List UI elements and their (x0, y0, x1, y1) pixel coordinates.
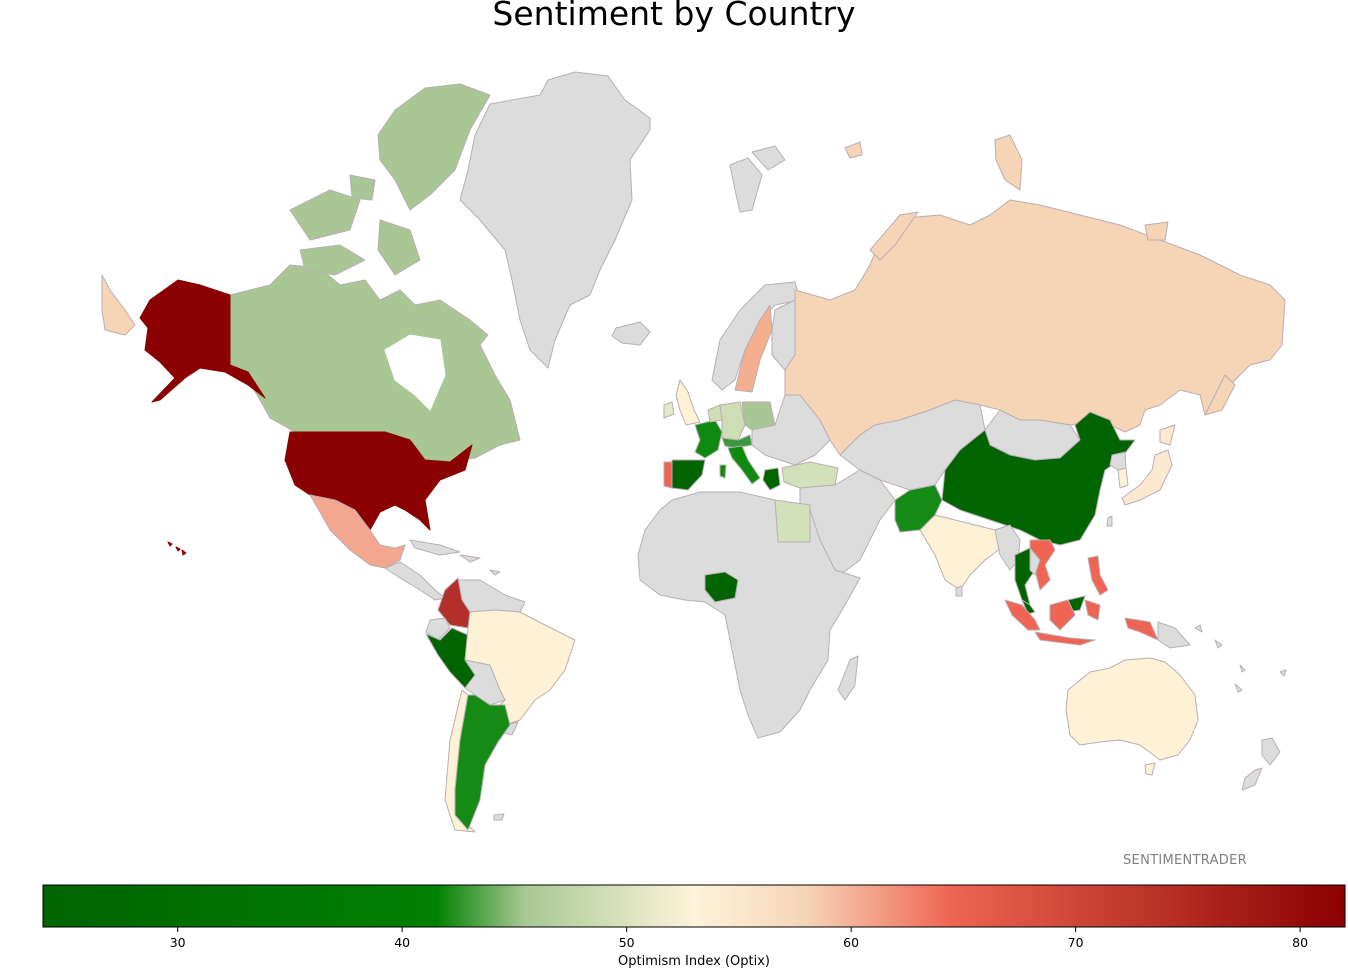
country-north-korea[interactable] (1109, 451, 1127, 471)
country-mexico[interactable] (309, 494, 406, 569)
state-hawaii[interactable] (167, 541, 187, 556)
country-taiwan[interactable] (1106, 515, 1113, 527)
country-norway[interactable] (711, 281, 801, 391)
colorbar-gradient (42, 884, 1346, 928)
country-portugal[interactable] (663, 461, 673, 489)
australia-tasmania[interactable] (1144, 762, 1156, 776)
region-africa[interactable] (637, 491, 861, 739)
hudson-bay (384, 334, 446, 411)
country-india[interactable] (919, 514, 1011, 591)
country-ecuador[interactable] (425, 617, 451, 641)
country-france[interactable] (694, 419, 723, 459)
country-germany[interactable] (719, 401, 746, 441)
region-eastern-europe[interactable] (751, 394, 831, 466)
country-madagascar[interactable] (837, 655, 859, 701)
country-philippines[interactable] (1087, 555, 1109, 596)
colorbar-tick-label-70: 70 (1068, 935, 1084, 950)
country-greenland[interactable] (459, 71, 651, 369)
russia-novaya-zemlya[interactable] (844, 134, 1169, 261)
country-nigeria[interactable] (704, 571, 739, 603)
colorbar-tick-label-30: 30 (170, 935, 186, 950)
country-argentina[interactable] (454, 694, 511, 831)
canada-arctic-islands[interactable] (289, 83, 491, 276)
country-laos-cambodia[interactable] (1029, 547, 1041, 576)
region-caribbean[interactable] (409, 539, 501, 576)
country-canada[interactable] (229, 264, 521, 463)
country-united-kingdom[interactable] (675, 379, 701, 426)
country-papua-new-guinea[interactable] (1157, 621, 1191, 649)
country-sweden[interactable] (734, 304, 773, 393)
island-falklands[interactable] (493, 813, 505, 821)
country-australia[interactable] (1065, 657, 1199, 761)
state-alaska[interactable] (139, 279, 266, 403)
russia-chukotka[interactable] (101, 274, 136, 336)
region-pacific-islands[interactable] (1194, 624, 1287, 693)
colorbar-tick-label-80: 80 (1292, 935, 1308, 950)
country-turkey[interactable] (781, 461, 839, 489)
country-italy[interactable] (719, 445, 761, 485)
country-greece[interactable] (762, 467, 781, 491)
country-south-korea[interactable] (1117, 467, 1129, 489)
colorbar-tick-label-40: 40 (394, 935, 410, 950)
map-title: Sentiment by Country (492, 0, 856, 33)
island-svalbard[interactable] (729, 145, 786, 213)
country-iceland[interactable] (611, 321, 651, 346)
country-indonesia[interactable] (1004, 599, 1159, 646)
watermark-logo: SENTIMENTRADER (1123, 853, 1247, 868)
country-spain[interactable] (671, 459, 706, 491)
colorbar-tick-label-60: 60 (843, 935, 859, 950)
colorbar-tick-label-50: 50 (619, 935, 635, 950)
country-ireland[interactable] (663, 401, 675, 419)
country-new-zealand[interactable] (1241, 737, 1281, 791)
colorbar-ticks: 30 40 50 60 70 80 (170, 927, 1308, 950)
region-central-america[interactable] (384, 561, 446, 601)
country-egypt[interactable] (774, 499, 811, 543)
country-japan[interactable] (1121, 424, 1176, 506)
country-sri-lanka[interactable] (955, 585, 963, 597)
country-russia[interactable] (784, 199, 1286, 456)
world-map (101, 71, 1287, 833)
russia-kamchatka[interactable] (1204, 374, 1236, 416)
country-brazil[interactable] (464, 609, 576, 726)
colorbar-label: Optimism Index (Optix) (618, 954, 770, 969)
